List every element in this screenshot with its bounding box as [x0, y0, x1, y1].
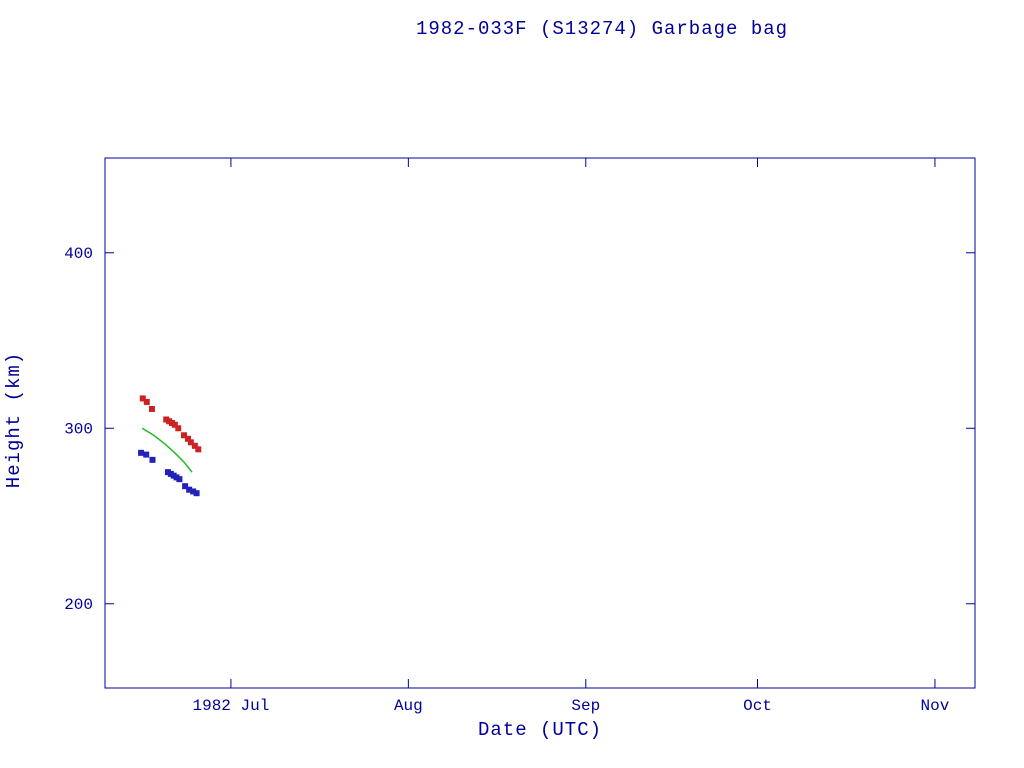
- y-tick-label: 400: [64, 245, 93, 263]
- apogee-height-point: [191, 442, 198, 449]
- mean-height-line: [141, 427, 193, 473]
- perigee-height-point: [138, 449, 145, 456]
- x-tick-label: Aug: [394, 697, 423, 715]
- perigee-height-point: [193, 490, 200, 497]
- apogee-height-point: [171, 421, 178, 428]
- chart-title: 1982-033F (S13274) Garbage bag: [415, 18, 789, 40]
- apogee-height-point: [139, 395, 146, 402]
- apogee-height-point: [195, 446, 202, 453]
- x-tick-label: 1982 Jul: [193, 697, 270, 715]
- apogee-height-point: [143, 398, 150, 405]
- apogee-height-point: [148, 405, 155, 412]
- perigee-height-point: [149, 456, 156, 463]
- perigee-height-point: [143, 451, 150, 458]
- x-tick-label: Oct: [743, 697, 772, 715]
- y-tick-label: 200: [64, 596, 93, 614]
- plot-frame: [104, 157, 976, 689]
- apogee-height-point: [180, 432, 187, 439]
- apogee-height-point: [187, 439, 194, 446]
- x-tick-label: Nov: [921, 697, 950, 715]
- apogee-height-point: [175, 425, 182, 432]
- x-axis-label: Date (UTC): [477, 719, 603, 741]
- y-tick-label: 300: [64, 420, 93, 438]
- x-tick-label: Sep: [571, 697, 600, 715]
- perigee-height-point: [176, 476, 183, 483]
- perigee-height-point: [182, 483, 189, 490]
